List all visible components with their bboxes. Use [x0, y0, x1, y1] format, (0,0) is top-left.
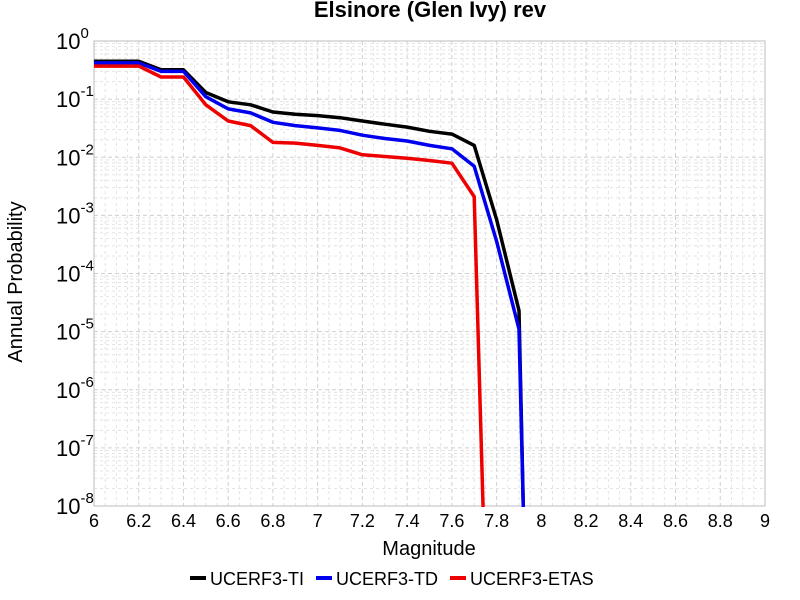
legend-label: UCERF3-TD	[336, 569, 438, 589]
y-tick-label: 10-2	[56, 141, 94, 170]
x-axis-label: Magnitude	[382, 538, 475, 560]
x-tick-label: 8	[536, 511, 546, 531]
axis-bottom-mask	[0, 507, 800, 547]
y-tick-label: 10-7	[56, 432, 94, 461]
chart-title: Elsinore (Glen Ivy) rev	[314, 0, 547, 22]
y-tick-label: 10-4	[56, 258, 94, 287]
series-layer	[0, 59, 800, 547]
series-line-UCERF3-TD	[94, 61, 526, 513]
legend-label: UCERF3-ETAS	[470, 569, 594, 589]
x-tick-label: 7.8	[484, 511, 509, 531]
x-tick-label: 6.2	[126, 511, 151, 531]
legend-label: UCERF3-TI	[210, 569, 304, 589]
x-tick-label: 8.8	[708, 511, 733, 531]
x-tick-label: 8.2	[574, 511, 599, 531]
y-tick-label: 100	[56, 25, 89, 54]
x-tick-label: 9	[760, 511, 770, 531]
x-tick-label: 6.4	[171, 511, 196, 531]
x-tick-label: 8.6	[663, 511, 688, 531]
x-tick-label: 6	[89, 511, 99, 531]
x-tick-label: 6.6	[216, 511, 241, 531]
grid	[93, 41, 766, 507]
x-tick-label: 7.2	[350, 511, 375, 531]
y-tick-label: 10-1	[56, 83, 94, 112]
y-tick-label: 10-6	[56, 374, 94, 403]
x-tick-label: 7.6	[439, 511, 464, 531]
x-tick-label: 7	[313, 511, 323, 531]
legend: UCERF3-TI UCERF3-TD UCERF3-ETAS	[190, 569, 594, 589]
x-tick-label: 6.8	[260, 511, 285, 531]
x-tick-label: 7.4	[395, 511, 420, 531]
y-axis-label: Annual Probability	[5, 201, 27, 362]
y-tick-label: 10-8	[56, 490, 94, 519]
series-line-UCERF3-TI	[94, 59, 526, 513]
y-tick-label: 10-3	[56, 199, 94, 228]
y-tick-labels: 100 10-1 10-2 10-3 10-4 10-5 10-6 10-7 10-8	[56, 25, 94, 519]
plot-area-frame	[93, 40, 766, 507]
x-tick-label: 8.4	[618, 511, 643, 531]
y-tick-label: 10-5	[56, 316, 94, 345]
series-line-UCERF3-ETAS	[94, 64, 485, 513]
x-tick-labels: 6 6.2 6.4 6.6 6.8 7 7.2 7.4 7.6 7.8 8 8.2 8.4 8.6 8.8 9	[89, 511, 770, 531]
